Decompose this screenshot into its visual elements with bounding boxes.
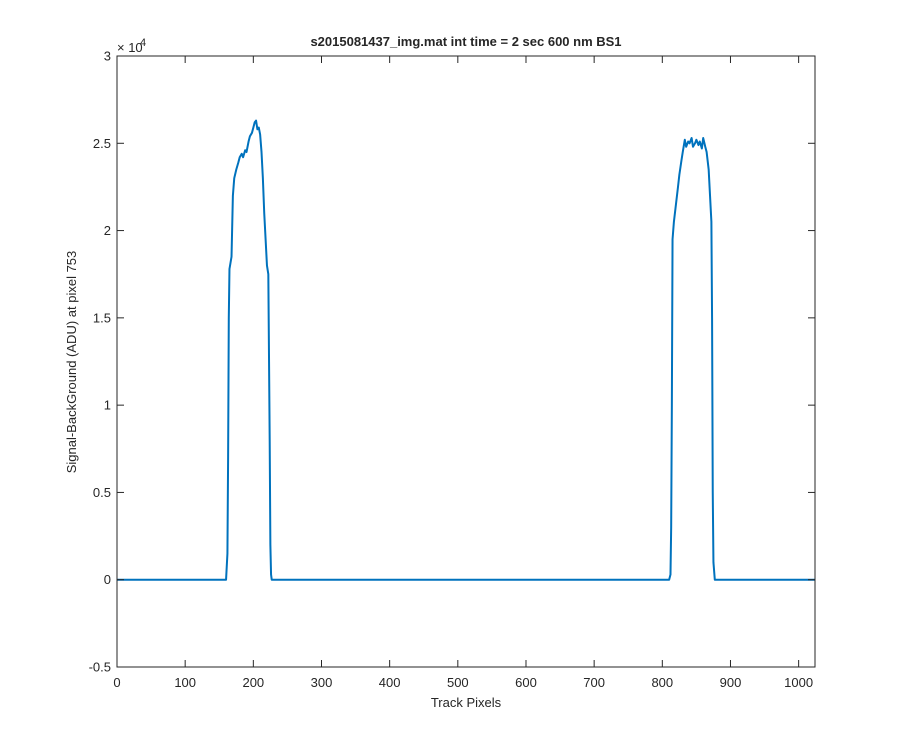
y-exponent-base: × 10 — [117, 40, 143, 55]
x-tick-label: 700 — [583, 675, 605, 690]
x-tick-label: 500 — [447, 675, 469, 690]
y-tick-label: 2.5 — [93, 136, 111, 151]
y-tick-label: 1.5 — [93, 310, 111, 325]
x-tick-label: 800 — [651, 675, 673, 690]
x-tick-label: 1000 — [784, 675, 813, 690]
x-tick-label: 300 — [311, 675, 333, 690]
plot-area — [117, 56, 815, 667]
x-tick-label: 400 — [379, 675, 401, 690]
y-tick-label: 0 — [104, 572, 111, 587]
x-axis-label: Track Pixels — [431, 695, 502, 710]
x-tick-label: 100 — [174, 675, 196, 690]
x-tick-label: 600 — [515, 675, 537, 690]
y-tick-label: 1 — [104, 398, 111, 413]
y-tick-label: 3 — [104, 49, 111, 64]
x-tick-label: 200 — [242, 675, 264, 690]
y-tick-label: 0.5 — [93, 485, 111, 500]
y-tick-label: -0.5 — [89, 660, 111, 675]
axes-box — [116, 55, 816, 668]
y-tick-label: 2 — [104, 223, 111, 238]
x-tick-label: 900 — [720, 675, 742, 690]
y-axis-label: Signal-BackGround (ADU) at pixel 753 — [64, 251, 79, 474]
chart-title: s2015081437_img.mat int time = 2 sec 600… — [310, 34, 621, 49]
y-exponent-power: 4 — [140, 37, 146, 49]
x-tick-label: 0 — [113, 675, 120, 690]
series-line-1 — [117, 119, 815, 581]
